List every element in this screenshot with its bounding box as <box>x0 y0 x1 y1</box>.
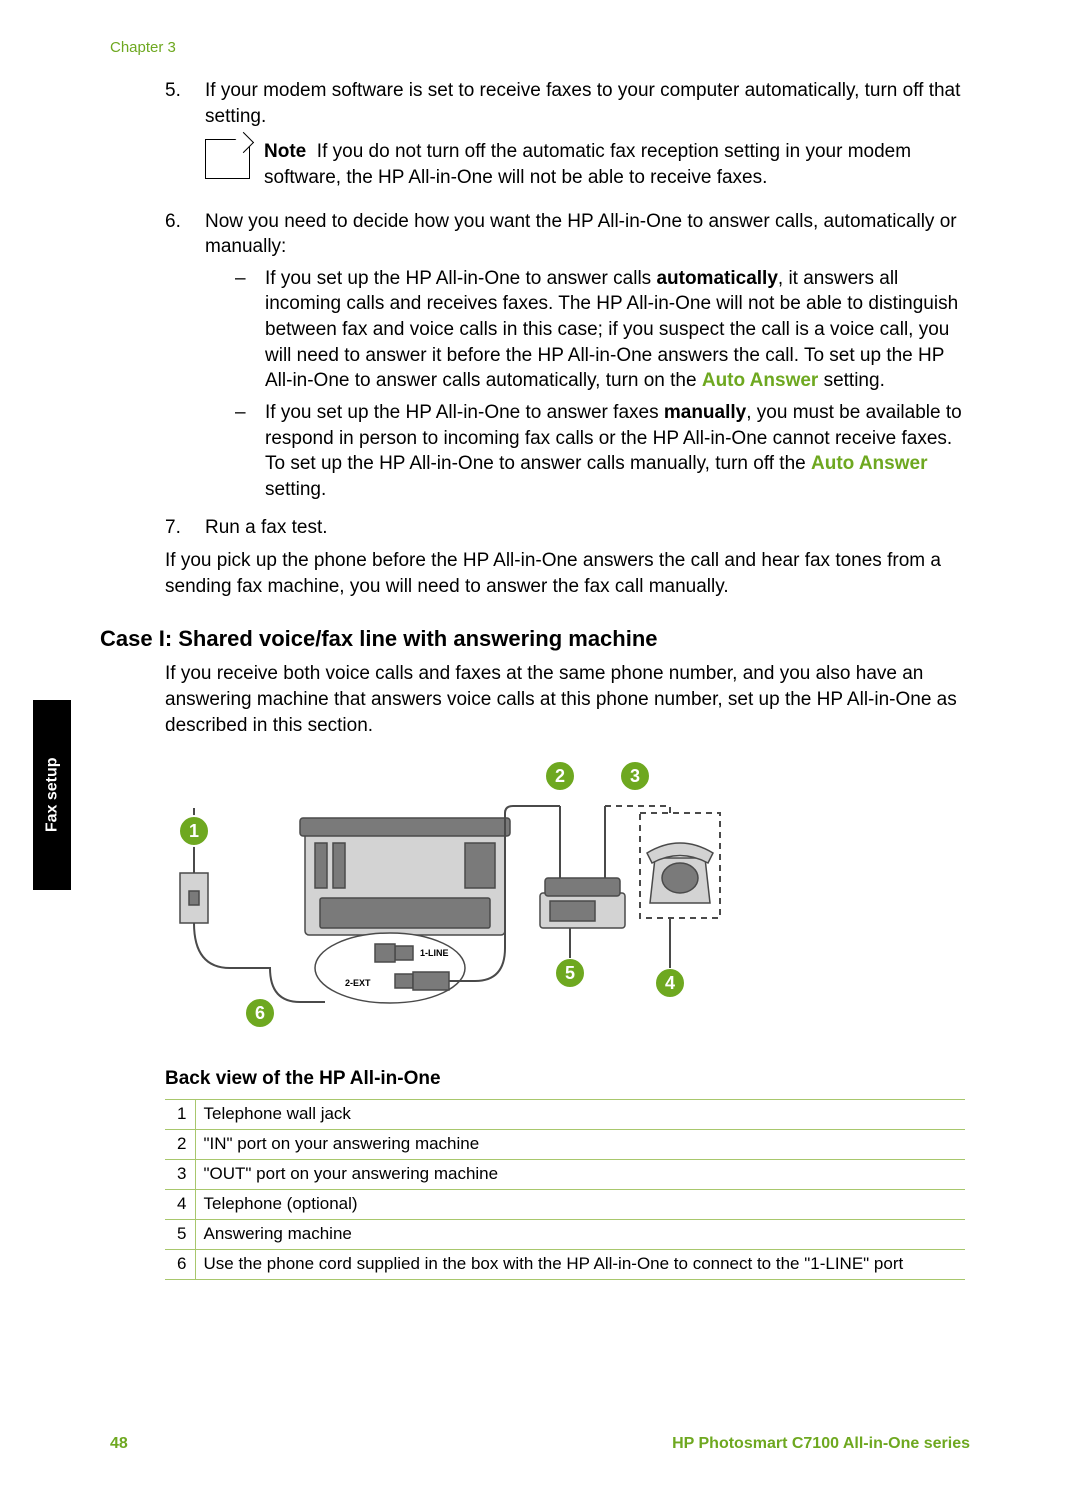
step-body: Now you need to decide how you want the … <box>205 209 965 509</box>
legend-num: 5 <box>165 1220 195 1250</box>
legend-text: "IN" port on your answering machine <box>195 1130 965 1160</box>
section-intro: If you receive both voice calls and faxe… <box>165 661 965 738</box>
sub-bullet: – If you set up the HP All-in-One to ans… <box>235 266 965 394</box>
note-text: If you do not turn off the automatic fax… <box>264 141 911 188</box>
sub-list: – If you set up the HP All-in-One to ans… <box>235 266 965 503</box>
step-7: 7. Run a fax test. <box>165 515 965 541</box>
step-number: 7. <box>165 515 205 541</box>
setting-name: Auto Answer <box>811 453 927 474</box>
legend-text: Telephone (optional) <box>195 1190 965 1220</box>
callout-4-text: 4 <box>665 973 675 993</box>
callout-3-text: 3 <box>630 766 640 786</box>
legend-num: 2 <box>165 1130 195 1160</box>
table-row: 2"IN" port on your answering machine <box>165 1130 965 1160</box>
diagram-caption: Back view of the HP All-in-One <box>165 1066 965 1092</box>
bold-run: automatically <box>656 268 777 289</box>
printer-panel <box>320 898 490 928</box>
bold-run: manually <box>664 402 746 423</box>
note-box: Note If you do not turn off the automati… <box>205 139 965 190</box>
side-tab: Fax setup <box>33 700 71 890</box>
step-body: If your modem software is set to receive… <box>205 78 965 129</box>
port-2ext <box>395 974 413 988</box>
wire-jack-to-printer <box>194 923 325 1002</box>
legend-num: 3 <box>165 1160 195 1190</box>
closing-paragraph: If you pick up the phone before the HP A… <box>165 548 965 599</box>
printer-vent <box>465 843 495 888</box>
callout-1-text: 1 <box>189 821 199 841</box>
legend-table: 1Telephone wall jack2"IN" port on your a… <box>165 1099 965 1280</box>
callout-6-text: 6 <box>255 1003 265 1023</box>
dash-icon: – <box>235 266 265 394</box>
table-row: 1Telephone wall jack <box>165 1100 965 1130</box>
dash-icon: – <box>235 400 265 503</box>
legend-text: Answering machine <box>195 1220 965 1250</box>
note-label: Note <box>264 141 306 162</box>
step-number: 6. <box>165 209 205 509</box>
text-run: setting. <box>265 479 326 500</box>
legend-num: 4 <box>165 1190 195 1220</box>
printer-vent <box>315 843 327 888</box>
phone-dial <box>662 863 698 893</box>
step-5: 5. If your modem software is set to rece… <box>165 78 965 129</box>
port-label-line: 1-LINE <box>420 948 449 958</box>
text-run: If you set up the HP All-in-One to answe… <box>265 402 664 423</box>
page-number: 48 <box>110 1433 128 1455</box>
printer-vent <box>333 843 345 888</box>
step-intro: Now you need to decide how you want the … <box>205 211 957 258</box>
legend-text: Telephone wall jack <box>195 1100 965 1130</box>
step-6: 6. Now you need to decide how you want t… <box>165 209 965 509</box>
callout-5-text: 5 <box>565 963 575 983</box>
connection-diagram: 1-LINE 2-EXT 1 2 3 4 <box>165 758 965 1046</box>
step-body: Run a fax test. <box>205 515 965 541</box>
am-speaker <box>550 901 595 921</box>
note-body: Note If you do not turn off the automati… <box>264 139 965 190</box>
text-run: If you set up the HP All-in-One to answe… <box>265 268 656 289</box>
ext-plug <box>413 972 449 990</box>
legend-text: "OUT" port on your answering machine <box>195 1160 965 1190</box>
sub-bullet: – If you set up the HP All-in-One to ans… <box>235 400 965 503</box>
table-row: 3"OUT" port on your answering machine <box>165 1160 965 1190</box>
am-top <box>545 878 620 896</box>
legend-num: 1 <box>165 1100 195 1130</box>
text-run: setting. <box>818 370 885 391</box>
step-number: 5. <box>165 78 205 129</box>
page-footer: 48 HP Photosmart C7100 All-in-One series <box>110 1433 970 1455</box>
table-row: 5Answering machine <box>165 1220 965 1250</box>
jack-port <box>189 891 199 905</box>
setting-name: Auto Answer <box>702 370 818 391</box>
table-row: 6Use the phone cord supplied in the box … <box>165 1250 965 1280</box>
callout-2-text: 2 <box>555 766 565 786</box>
chapter-label: Chapter 3 <box>110 38 176 58</box>
sub-body: If you set up the HP All-in-One to answe… <box>265 266 965 394</box>
sub-body: If you set up the HP All-in-One to answe… <box>265 400 965 503</box>
line-plug <box>375 944 395 962</box>
port-label-ext: 2-EXT <box>345 978 371 988</box>
note-icon <box>205 139 250 179</box>
page-content: 5. If your modem software is set to rece… <box>165 78 965 1280</box>
table-row: 4Telephone (optional) <box>165 1190 965 1220</box>
side-tab-label: Fax setup <box>41 758 63 833</box>
legend-text: Use the phone cord supplied in the box w… <box>195 1250 965 1280</box>
port-1line <box>395 946 413 960</box>
wire-to-phone <box>605 806 670 813</box>
legend-num: 6 <box>165 1250 195 1280</box>
product-name: HP Photosmart C7100 All-in-One series <box>672 1433 970 1455</box>
printer-top <box>300 818 510 836</box>
section-heading: Case I: Shared voice/fax line with answe… <box>100 624 965 654</box>
diagram-svg: 1-LINE 2-EXT 1 2 3 4 <box>165 758 725 1038</box>
